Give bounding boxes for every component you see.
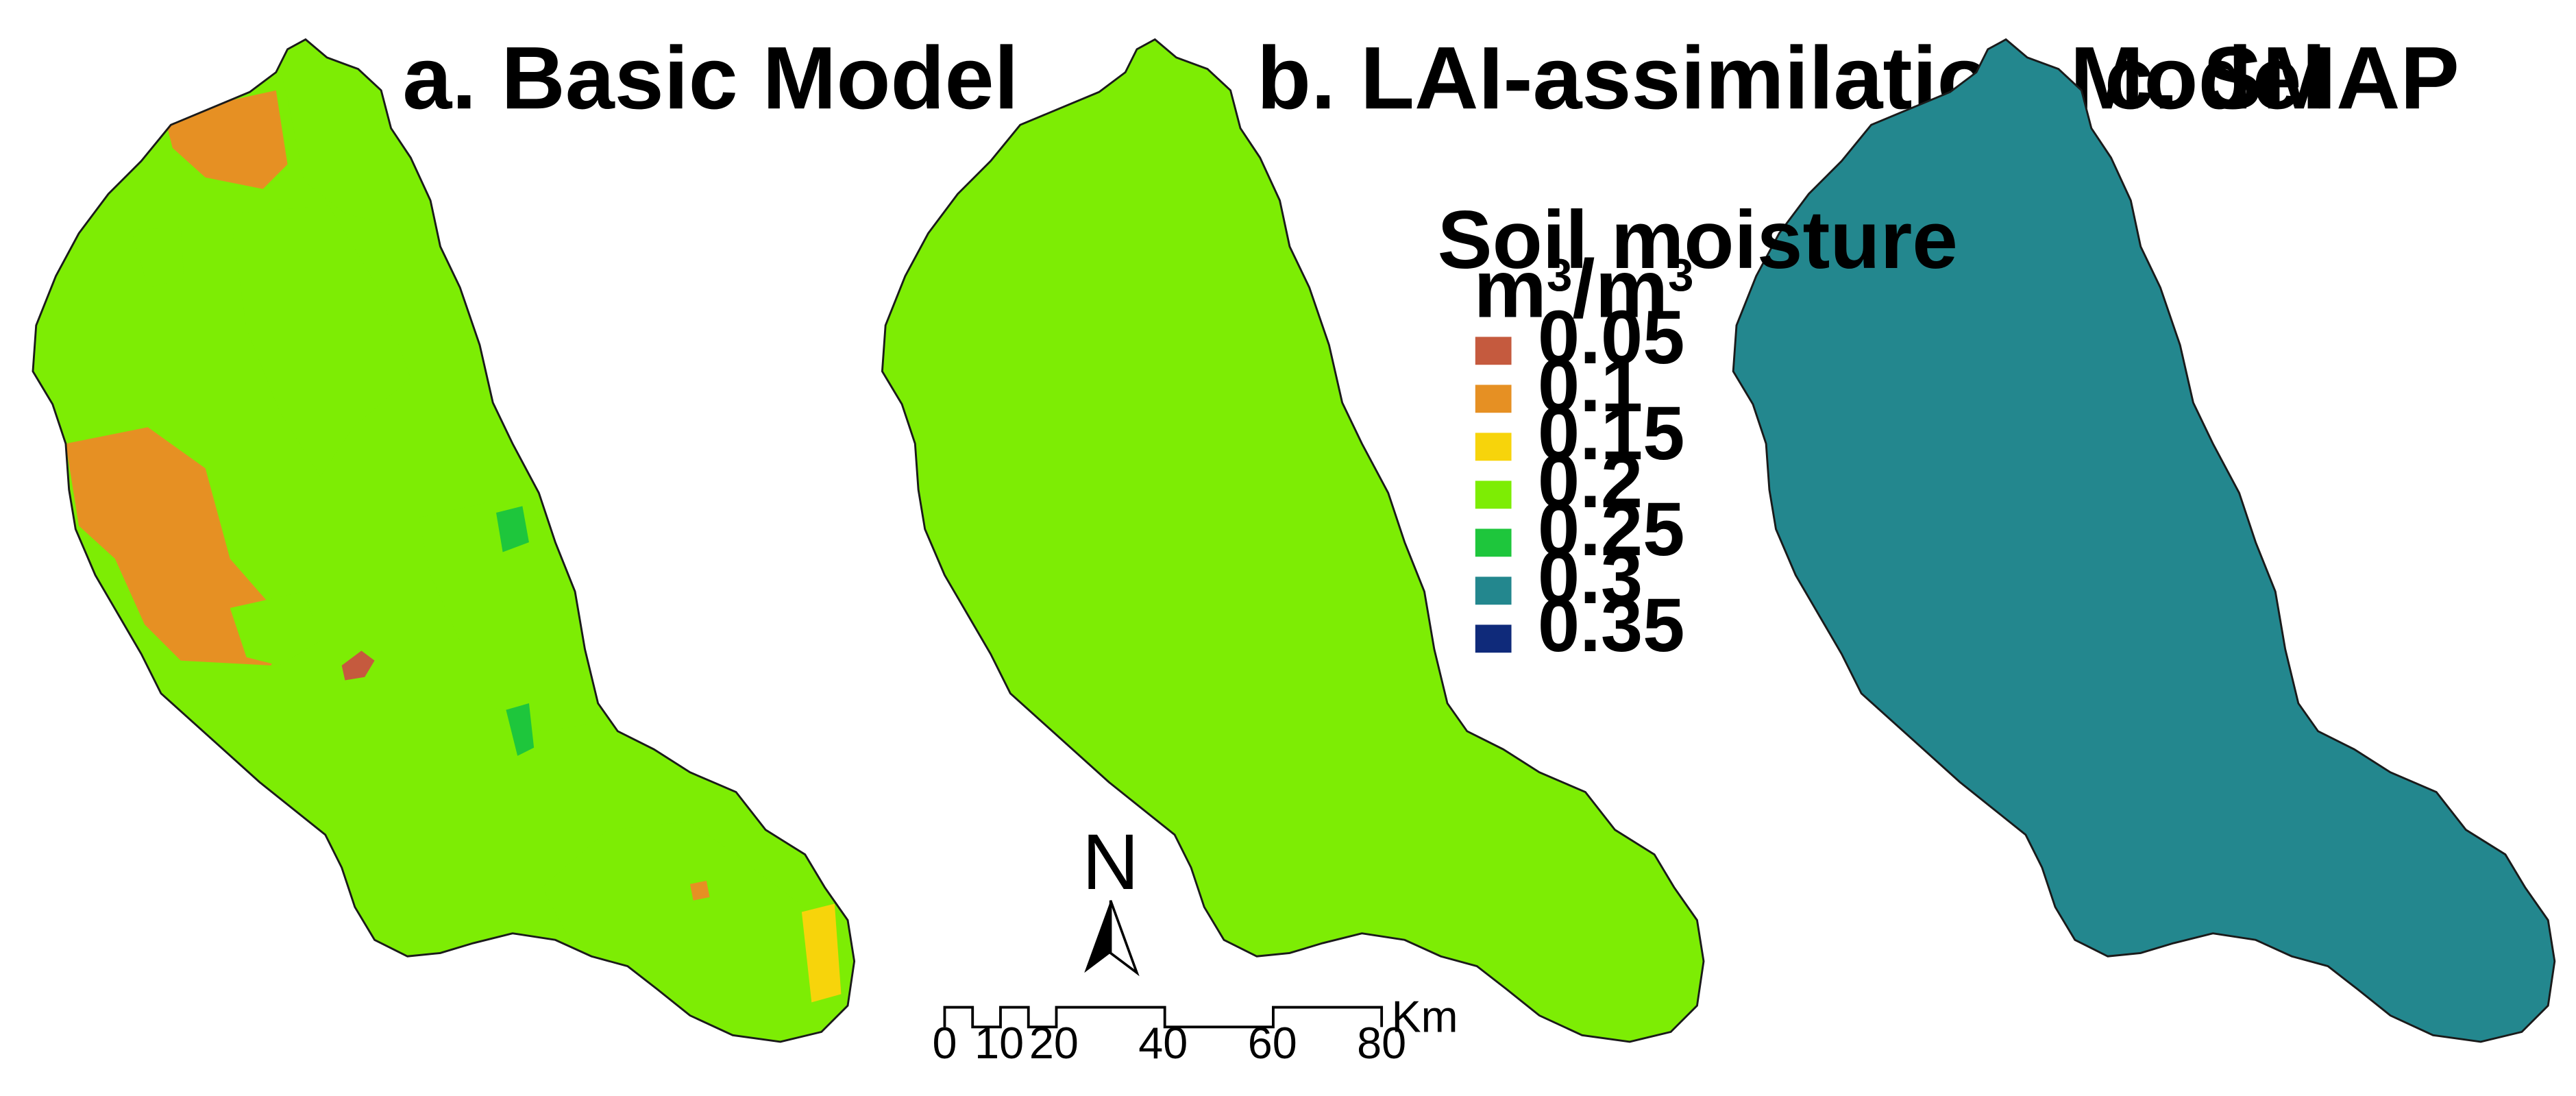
legend-label: 0.15	[1538, 391, 1685, 476]
legend-label: 0.35	[1538, 583, 1685, 668]
scale-tick-label: 60	[1248, 1018, 1297, 1068]
scale-unit: Km	[1392, 992, 1458, 1042]
legend-unit-exp2: 3	[1668, 249, 1693, 301]
legend-swatch	[1475, 528, 1512, 557]
legend-unit-exp1: 3	[1547, 249, 1572, 301]
zone-a-west-dry	[65, 427, 288, 666]
panel-smap: c. SMAP	[1732, 29, 2556, 1043]
zone-a-east-green	[419, 501, 598, 731]
scale-tick-label: 40	[1138, 1018, 1188, 1068]
zone-a-mid-green	[230, 592, 321, 666]
legend-swatch	[1475, 385, 1512, 413]
zone-a-south-dry-spot	[689, 880, 710, 901]
legend-items: 0.050.10.150.20.250.30.35	[1475, 295, 1685, 668]
legend-swatch	[1475, 337, 1512, 365]
panel-a-title: a. Basic Model	[402, 29, 1018, 127]
north-arrow: N	[1082, 818, 1140, 977]
panel-c-base-region	[1733, 39, 2555, 1042]
legend-swatch	[1475, 624, 1512, 653]
legend-label: 0.1	[1538, 343, 1643, 428]
north-label: N	[1082, 818, 1139, 906]
north-arrow-left-half	[1084, 900, 1111, 973]
zone-a-north-head	[271, 39, 431, 230]
panel-b-title: b. LAI-assimilation Model	[1257, 29, 2327, 127]
legend-unit-slash: /m	[1572, 243, 1668, 335]
scale-tick-label: 20	[1029, 1018, 1079, 1068]
panel-a-zones	[65, 39, 855, 1042]
scale-tick-labels: 0 10 20 40 60 80	[932, 1018, 1406, 1068]
zone-a-small-green	[131, 226, 184, 288]
scale-tick-label: 10	[974, 1018, 1024, 1068]
legend-unit: m3/m3	[1473, 243, 1693, 335]
panel-lai-assimilation-model: b. LAI-assimilation Model	[881, 29, 2327, 1043]
panel-basic-model: a. Basic Model	[32, 29, 1019, 1043]
scale-bar: Km 0 10 20 40 60 80	[932, 992, 1458, 1068]
legend-unit-m: m	[1473, 243, 1547, 335]
legend-title: Soil moisture	[1438, 194, 1958, 286]
zone-a-south-green	[542, 821, 855, 1042]
zone-a-upper-green	[230, 205, 411, 477]
north-arrow-right-half	[1109, 900, 1140, 977]
zone-a-wettest-spot	[341, 650, 375, 681]
legend-label: 0.05	[1538, 295, 1685, 380]
panel-c-title: c. SMAP	[2105, 29, 2460, 127]
legend-label: 0.3	[1538, 535, 1643, 620]
legend-swatch	[1475, 480, 1512, 509]
scale-tick-label: 80	[1357, 1018, 1406, 1068]
legend-label: 0.2	[1538, 439, 1643, 524]
zone-a-south-strip	[801, 903, 842, 1003]
scale-tick-label: 0	[932, 1018, 957, 1068]
legend-swatch	[1475, 433, 1512, 461]
zone-a-east-wet	[496, 506, 529, 552]
zone-a-east-wet-2	[506, 703, 535, 756]
legend-label: 0.25	[1538, 487, 1685, 572]
legend-swatch	[1475, 576, 1512, 605]
scale-bar-line	[943, 1006, 1384, 1029]
legend: Soil moisture m3/m3 0.050.10.150.20.250.…	[1438, 194, 1958, 668]
